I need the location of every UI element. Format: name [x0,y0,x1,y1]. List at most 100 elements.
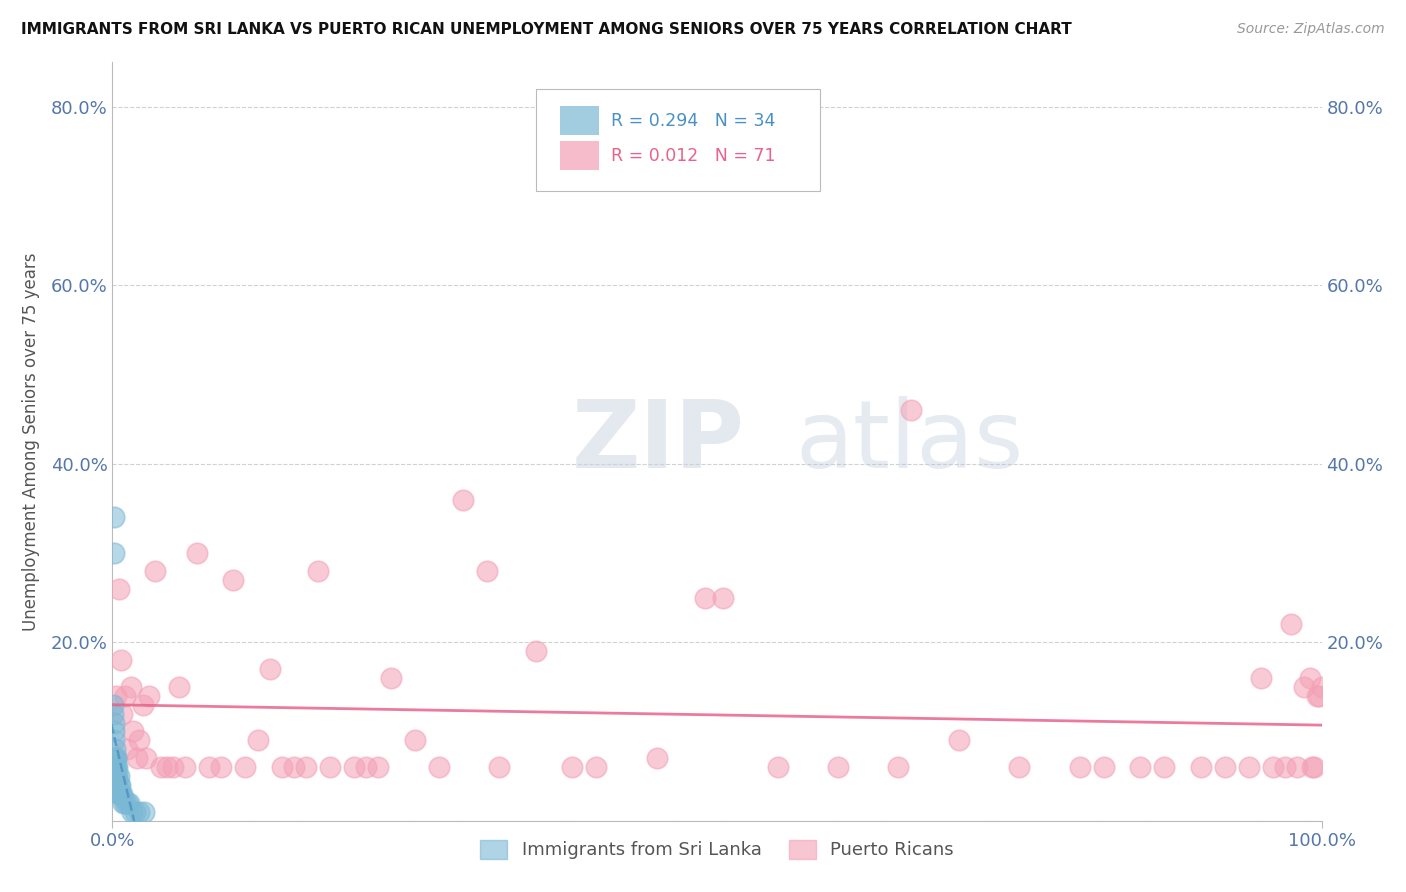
Point [110,787,132,801]
Point [1286,760,1309,774]
Text: atlas: atlas [796,395,1024,488]
Point [156,760,179,774]
Point [111,787,134,801]
Text: R = 0.012   N = 71: R = 0.012 N = 71 [610,146,775,165]
Point [162,760,184,774]
Point [143,564,166,578]
Point [524,644,547,658]
Point [1310,680,1333,694]
Point [105,769,128,783]
Point [827,760,849,774]
Point [427,760,450,774]
Point [104,742,127,756]
Point [103,706,125,721]
Point [561,760,583,774]
Point [1303,760,1326,774]
Point [283,760,305,774]
Point [121,805,143,819]
Point [108,787,131,801]
FancyBboxPatch shape [560,106,599,136]
Point [477,564,499,578]
Point [122,724,145,739]
Point [110,653,132,667]
Point [1008,760,1031,774]
Point [105,769,128,783]
Point [1237,760,1260,774]
Point [107,582,129,596]
Point [259,662,281,676]
Point [319,760,342,774]
Point [1292,680,1315,694]
Point [404,733,426,747]
Point [209,760,232,774]
Point [1308,689,1330,703]
Point [105,760,128,774]
Point [118,796,141,810]
Point [138,689,160,703]
Point [380,671,402,685]
Point [104,760,127,774]
Point [105,760,128,774]
Point [270,760,292,774]
Point [105,689,128,703]
Point [948,733,970,747]
Point [887,760,910,774]
Legend: Immigrants from Sri Lanka, Puerto Ricans: Immigrants from Sri Lanka, Puerto Ricans [471,831,963,869]
Point [103,733,125,747]
Point [114,689,136,703]
Point [1298,671,1320,685]
Point [1129,760,1152,774]
Point [295,760,318,774]
Point [107,769,129,783]
Point [1306,689,1329,703]
Point [104,751,127,765]
Point [585,760,607,774]
Text: ZIP: ZIP [572,395,745,488]
Point [167,680,190,694]
Point [115,742,138,756]
Text: Source: ZipAtlas.com: Source: ZipAtlas.com [1237,22,1385,37]
Point [132,805,155,819]
Point [367,760,389,774]
Point [125,751,148,765]
Point [149,760,172,774]
Point [114,796,136,810]
Y-axis label: Unemployment Among Seniors over 75 years: Unemployment Among Seniors over 75 years [21,252,39,631]
Point [451,492,474,507]
Point [124,805,146,819]
Text: IMMIGRANTS FROM SRI LANKA VS PUERTO RICAN UNEMPLOYMENT AMONG SENIORS OVER 75 YEA: IMMIGRANTS FROM SRI LANKA VS PUERTO RICA… [21,22,1071,37]
Point [1274,760,1296,774]
Point [108,778,131,792]
Point [693,591,716,605]
Point [128,733,150,747]
Point [766,760,789,774]
Point [1263,760,1285,774]
Text: R = 0.294   N = 34: R = 0.294 N = 34 [610,112,775,130]
Point [186,546,208,560]
Point [103,724,125,739]
Point [105,751,128,765]
Point [1092,760,1115,774]
Point [103,546,125,560]
Point [105,778,128,792]
Point [132,698,155,712]
FancyBboxPatch shape [560,141,599,170]
Point [1279,617,1302,632]
Point [112,796,135,810]
Point [128,805,150,819]
Point [104,751,127,765]
Point [900,403,922,417]
Point [101,698,124,712]
Point [115,796,138,810]
Point [107,787,129,801]
Point [246,733,269,747]
Point [198,760,221,774]
Point [174,760,197,774]
Point [1153,760,1175,774]
Point [343,760,366,774]
Point [1213,760,1236,774]
Point [104,769,127,783]
Point [103,510,125,524]
Point [1301,760,1323,774]
Point [235,760,257,774]
